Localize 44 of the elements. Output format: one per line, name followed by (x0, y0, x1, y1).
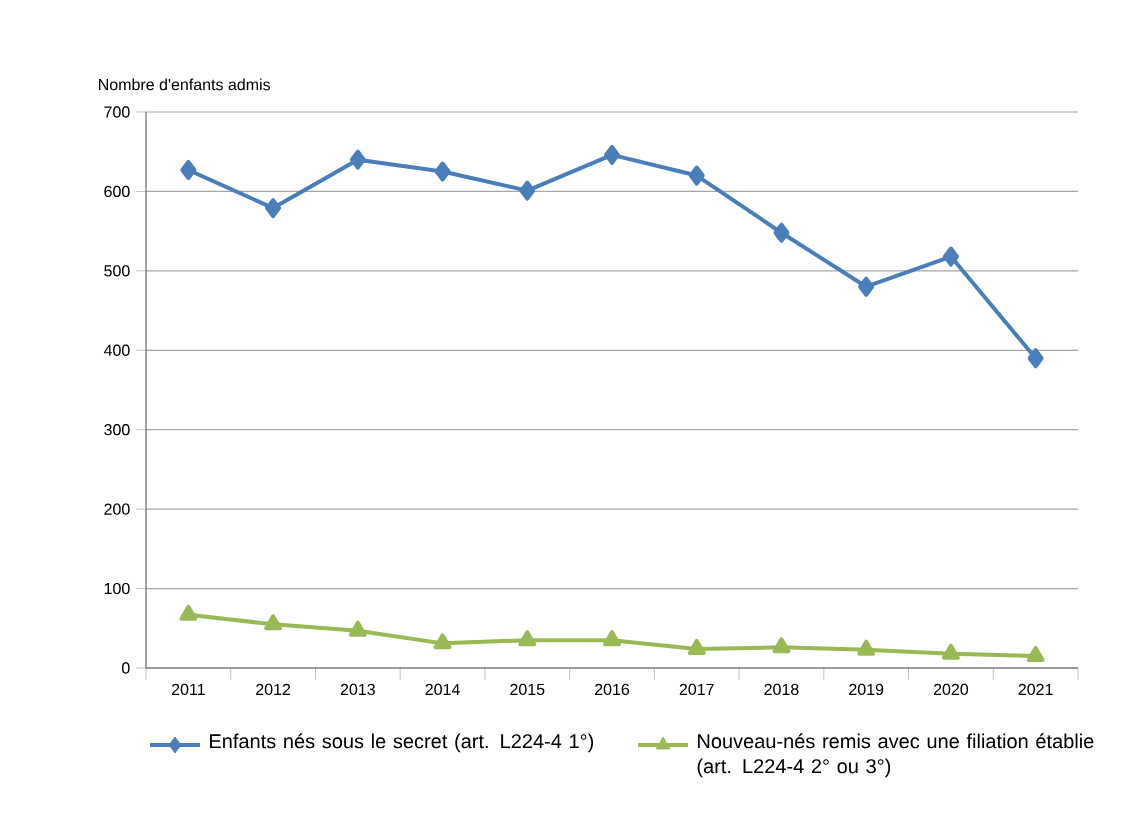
x-tick-label: 2018 (764, 683, 799, 696)
point (264, 614, 283, 631)
y-tick-label: 100 (104, 582, 130, 595)
point (348, 620, 367, 637)
point (434, 161, 451, 182)
point (179, 604, 198, 621)
x-tick-label: 2019 (849, 683, 884, 696)
point (772, 637, 791, 654)
point (518, 630, 537, 647)
y-tick-label: 700 (104, 106, 130, 118)
point (349, 149, 366, 170)
point (942, 246, 959, 267)
point (773, 222, 790, 243)
x-tick-label: 2011 (171, 683, 205, 696)
legend-label: Enfants nés sous le secret (art. L224-4 1°) (210, 733, 594, 753)
point (858, 276, 875, 297)
x-tick-label: 2015 (510, 683, 545, 696)
point (180, 159, 197, 180)
point (1026, 646, 1045, 663)
y-tick-label: 600 (104, 185, 130, 198)
y-tick-label: 400 (103, 344, 130, 356)
y-tick-label: 300 (104, 424, 130, 436)
point (687, 638, 706, 655)
y-tick-label: 200 (104, 503, 130, 515)
x-tick-label: 2016 (595, 683, 630, 696)
x-tick-label: 2020 (933, 683, 969, 696)
point (1027, 348, 1044, 369)
y-axis-title: Nombre d'enfants admis (99, 78, 271, 91)
point (265, 198, 282, 219)
point (519, 180, 536, 201)
y-tick-label: 500 (104, 265, 130, 277)
x-tick-label: 2021 (1018, 683, 1053, 696)
point (433, 633, 452, 650)
point (604, 144, 620, 165)
y-tick-label: 0 (122, 662, 130, 674)
legend-label: Nouveau-nés remis avec une filiation établie (art. L224-4 2° ou 3°) (697, 733, 1094, 778)
point (603, 630, 621, 647)
x-tick-label: 2013 (340, 683, 375, 696)
x-tick-label: 2012 (256, 683, 291, 696)
x-tick-label: 2017 (679, 683, 714, 696)
point (857, 639, 876, 656)
point (688, 165, 705, 186)
point (941, 643, 960, 660)
x-tick-label: 2014 (425, 683, 460, 696)
